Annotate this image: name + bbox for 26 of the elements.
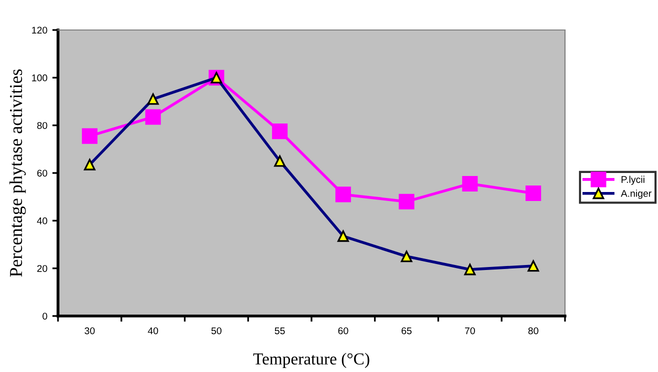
point bbox=[462, 176, 478, 192]
x-tick-label: 70 bbox=[465, 327, 475, 334]
x-axis-title: Temperature (°C) bbox=[253, 352, 370, 368]
x-tick-label: 65 bbox=[402, 327, 412, 334]
legend-label: A.niger bbox=[620, 190, 652, 199]
y-tick-label: 100 bbox=[32, 74, 48, 82]
x-tick-label: 30 bbox=[84, 327, 95, 334]
y-tick-label: 0 bbox=[42, 312, 48, 320]
point bbox=[398, 194, 414, 210]
x-tick-label: 60 bbox=[338, 327, 348, 334]
y-tick-label: 80 bbox=[37, 122, 48, 129]
y-axis-title: Percentage phytase activities bbox=[9, 69, 26, 277]
y-tick-label: 20 bbox=[37, 265, 48, 272]
x-tick-label: 50 bbox=[211, 327, 222, 334]
point bbox=[82, 128, 98, 144]
x-tick-label: 80 bbox=[528, 327, 538, 334]
x-tick-label: 55 bbox=[274, 327, 285, 334]
legend-label: P.lycii bbox=[622, 176, 644, 185]
y-tick-label: 120 bbox=[32, 26, 48, 34]
point bbox=[526, 185, 542, 202]
point bbox=[272, 124, 288, 140]
y-tick-label: 60 bbox=[37, 170, 48, 177]
point bbox=[145, 109, 161, 125]
x-tick-label: 40 bbox=[148, 327, 158, 334]
point bbox=[335, 186, 351, 202]
y-tick-label: 40 bbox=[36, 217, 48, 224]
